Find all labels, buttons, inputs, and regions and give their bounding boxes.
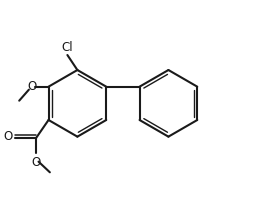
Text: O: O [3,130,13,143]
Text: O: O [27,80,36,93]
Text: O: O [31,156,40,169]
Text: Cl: Cl [62,41,73,54]
